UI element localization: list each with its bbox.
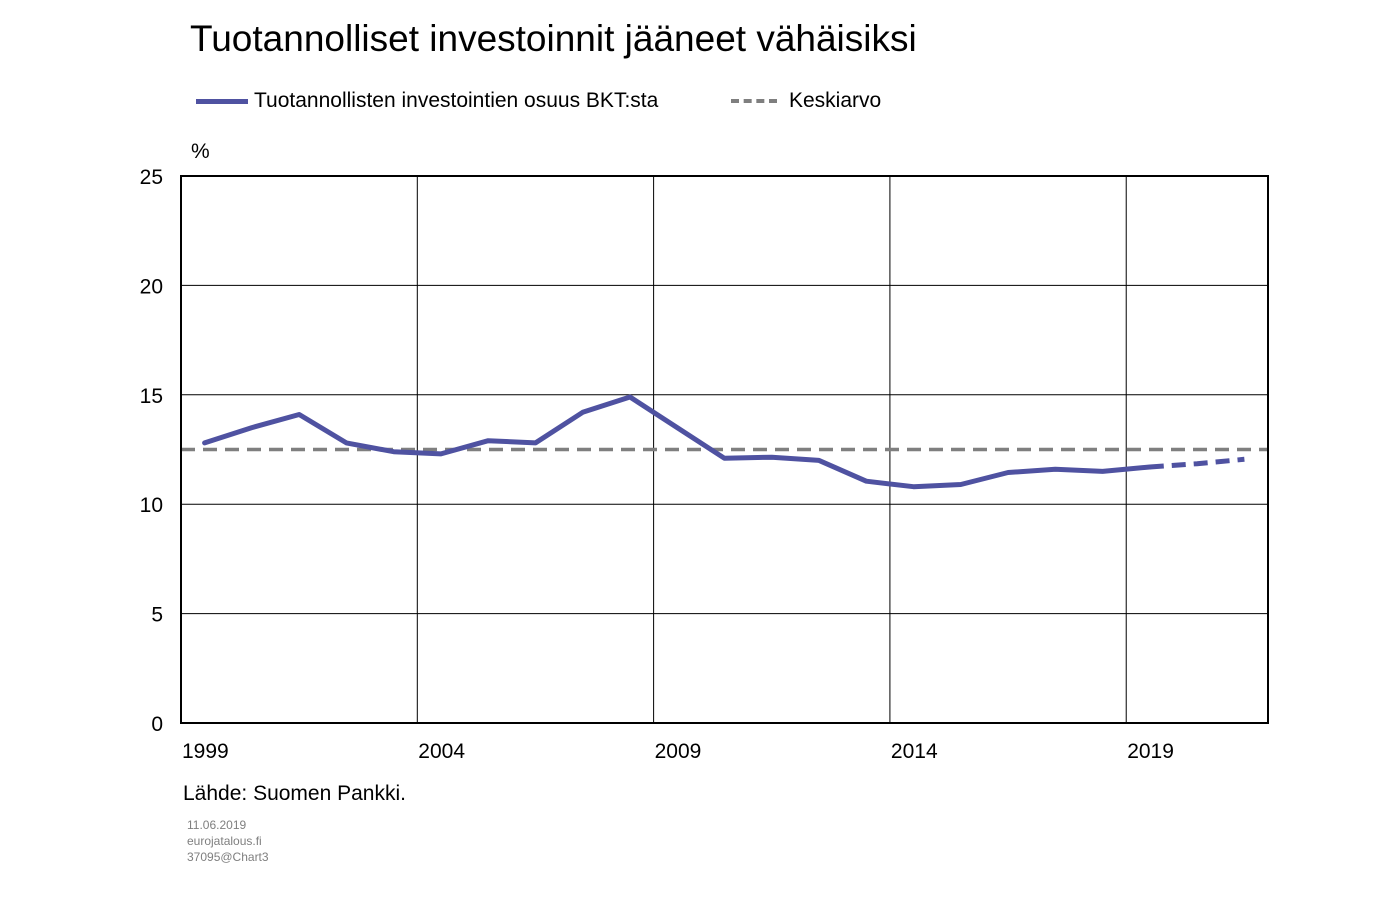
y-tick-label-15: 15: [140, 385, 163, 408]
y-tick-label-20: 20: [140, 275, 163, 298]
series-line-share-forecast: [1149, 456, 1245, 470]
y-tick-label-10: 10: [140, 494, 163, 517]
y-tick-label-5: 5: [151, 604, 163, 627]
x-tick-label-2009: 2009: [655, 740, 702, 763]
legend-label-share: Tuotannollisten investointien osuus BKT:…: [254, 89, 659, 112]
legend-swatch-average: [731, 99, 777, 103]
series-lines: [181, 394, 1268, 490]
plot-frame: [180, 175, 1269, 724]
x-tick-label-2004: 2004: [418, 740, 465, 763]
y-axis-unit-label: %: [191, 140, 210, 163]
chart-title: Tuotannolliset investoinnit jääneet vähä…: [190, 18, 917, 59]
legend-item-average: Keskiarvo: [731, 86, 881, 116]
source-note: Lähde: Suomen Pankki.: [183, 782, 406, 805]
x-tick-label-2014: 2014: [891, 740, 938, 763]
series-line-share: [202, 394, 1153, 490]
y-tick-label-0: 0: [151, 713, 163, 736]
y-tick-label-25: 25: [140, 166, 163, 189]
tick-labels: 0 5 10 15 20 25 1999 2004 2009 2014 2019: [140, 166, 1174, 763]
legend-label-average: Keskiarvo: [789, 89, 882, 112]
footer-site: eurojatalous.fi: [187, 834, 262, 848]
legend-item-share: Tuotannollisten investointien osuus BKT:…: [196, 86, 658, 116]
legend-swatch-share: [196, 98, 248, 104]
footer-ref: 37095@Chart3: [187, 850, 269, 864]
x-tick-label-2019: 2019: [1127, 740, 1174, 763]
footer-date: 11.06.2019: [187, 818, 247, 832]
x-tick-label-1999: 1999: [182, 740, 229, 763]
